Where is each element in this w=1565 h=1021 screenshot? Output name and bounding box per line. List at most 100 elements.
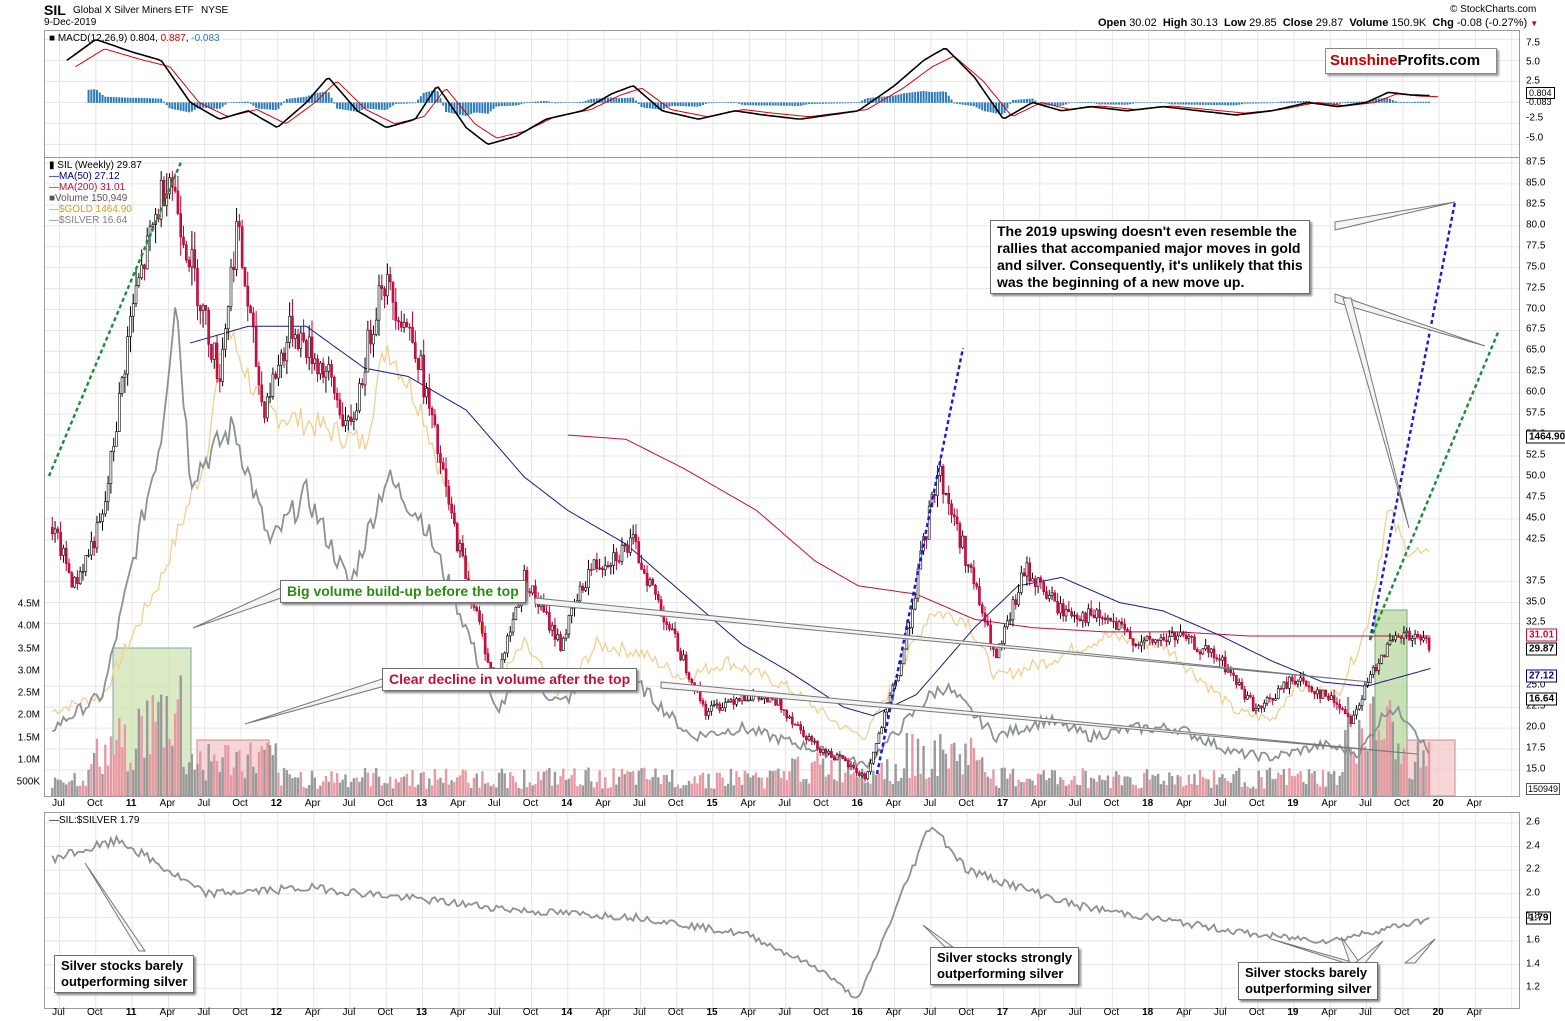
macd-histogram-bar xyxy=(1358,101,1361,103)
volume-bar xyxy=(1327,771,1330,796)
macd-histogram-bar xyxy=(1226,102,1229,106)
ratio-plot xyxy=(45,813,1519,1008)
volume-bar xyxy=(76,786,79,796)
macd-histogram-bar xyxy=(1330,102,1333,105)
candle-body xyxy=(1263,702,1266,709)
volume-bar xyxy=(201,770,205,796)
macd-histogram-bar xyxy=(118,97,121,103)
volume-bar xyxy=(712,788,716,796)
macd-histogram-bar xyxy=(922,90,925,103)
volume-bar xyxy=(869,783,872,796)
candle-body xyxy=(486,653,490,663)
volume-bar xyxy=(65,784,68,796)
ratio-axis: 2.6 2.4 2.2 2.0 1.8 1.6 1.4 1.2 1.79 xyxy=(1520,812,1565,1007)
macd-histogram-bar xyxy=(849,102,852,104)
volume-bar xyxy=(464,770,467,796)
macd-histogram-bar xyxy=(269,102,272,110)
macd-histogram-bar xyxy=(604,97,607,103)
macd-histogram-bar xyxy=(833,102,836,104)
price-tick: 62.5 xyxy=(1526,365,1546,377)
candle-body xyxy=(1176,635,1180,641)
macd-histogram-bar xyxy=(137,97,140,103)
volume-bar xyxy=(757,777,761,796)
volume-bar xyxy=(296,777,300,796)
volume-bar xyxy=(1154,775,1157,796)
macd-histogram-bar xyxy=(626,97,629,103)
candle-body xyxy=(997,646,1001,659)
macd-histogram-bar xyxy=(838,102,841,104)
volume-bar xyxy=(1120,785,1124,796)
macd-histogram-bar xyxy=(375,102,378,110)
candle-body xyxy=(218,378,222,382)
candle-body xyxy=(109,451,113,484)
x-tick-label: Jul xyxy=(923,798,937,809)
macd-histogram-bar xyxy=(1218,102,1221,106)
macd-histogram-bar xyxy=(1375,98,1378,103)
volume-bar xyxy=(1224,778,1227,796)
macd-histogram-bar xyxy=(956,102,959,104)
open-value: 30.02 xyxy=(1129,17,1157,29)
macd-histogram-bar xyxy=(394,102,397,105)
candle-body xyxy=(383,288,386,297)
price-tag-silver: 16.64 xyxy=(1526,692,1558,706)
price-tag-ma200: 31.01 xyxy=(1526,628,1558,642)
volume-bar xyxy=(1036,773,1040,796)
volume-bar xyxy=(148,754,152,796)
volume-bar xyxy=(1321,770,1325,796)
macd-histogram-bar xyxy=(229,102,232,103)
macd-histogram-bar xyxy=(1352,101,1355,103)
volume-bar xyxy=(299,771,303,796)
candle-body xyxy=(1095,609,1099,619)
macd-histogram-bar xyxy=(1187,102,1190,105)
macd-histogram-bar xyxy=(221,102,224,107)
macd-histogram-bar xyxy=(715,102,718,104)
macd-histogram-bar xyxy=(824,102,827,104)
candle-body xyxy=(1204,645,1207,650)
volume-bar xyxy=(419,772,423,796)
macd-histogram-bar xyxy=(869,97,872,103)
callout-2019-upswing: The 2019 upswing doesn't even resemble t… xyxy=(990,220,1310,294)
volume-bar xyxy=(1277,772,1280,796)
volume-bar xyxy=(1282,768,1286,796)
x-tick-label: 18 xyxy=(1142,1007,1154,1018)
candle-body xyxy=(511,619,515,633)
close-label: Close xyxy=(1282,17,1313,29)
candle-body xyxy=(1092,614,1096,619)
candle-body xyxy=(670,628,674,631)
volume-bar xyxy=(726,783,730,796)
volume-bar xyxy=(1302,781,1305,796)
macd-histogram-bar xyxy=(1053,102,1056,106)
price-tick: 17.5 xyxy=(1526,742,1546,754)
candle-body xyxy=(821,749,825,753)
macd-histogram-bar xyxy=(978,102,981,109)
volume-bar xyxy=(1006,778,1009,796)
candle-body xyxy=(1198,651,1202,655)
callout-pointer xyxy=(244,677,386,725)
chg-value: -0.08 (-0.27%) xyxy=(1456,17,1528,29)
volume-bar xyxy=(553,771,557,796)
volume-bar xyxy=(400,777,403,796)
volume-bar xyxy=(852,772,855,796)
candle-body xyxy=(299,332,303,350)
macd-histogram-bar xyxy=(732,102,735,103)
volume-bar xyxy=(793,759,797,796)
candle-body xyxy=(453,512,456,524)
candle-body xyxy=(1064,609,1068,617)
candle-body xyxy=(411,327,414,343)
volume-bar xyxy=(238,750,241,796)
volume-bar xyxy=(271,755,275,796)
macd-histogram-bar xyxy=(629,97,632,103)
candle-body xyxy=(352,418,356,422)
volume-bar xyxy=(1358,719,1361,796)
macd-histogram-bar xyxy=(1419,101,1422,103)
callout-ratio-mid: Silver stocks strongly outperforming silv… xyxy=(930,947,1080,985)
macd-histogram-bar xyxy=(746,102,749,106)
logo-sunshine: Sunshine xyxy=(1330,52,1398,69)
candle-body xyxy=(729,699,733,702)
volume-bar xyxy=(927,777,931,796)
price-legend: ▮ SIL (Weekly) 29.87 —MA(50) 27.12 —MA(2… xyxy=(49,160,142,226)
macd-histogram-bar xyxy=(135,97,138,103)
candle-body xyxy=(528,591,532,594)
macd-histogram-bar xyxy=(855,102,858,104)
volume-bar xyxy=(1427,742,1431,796)
